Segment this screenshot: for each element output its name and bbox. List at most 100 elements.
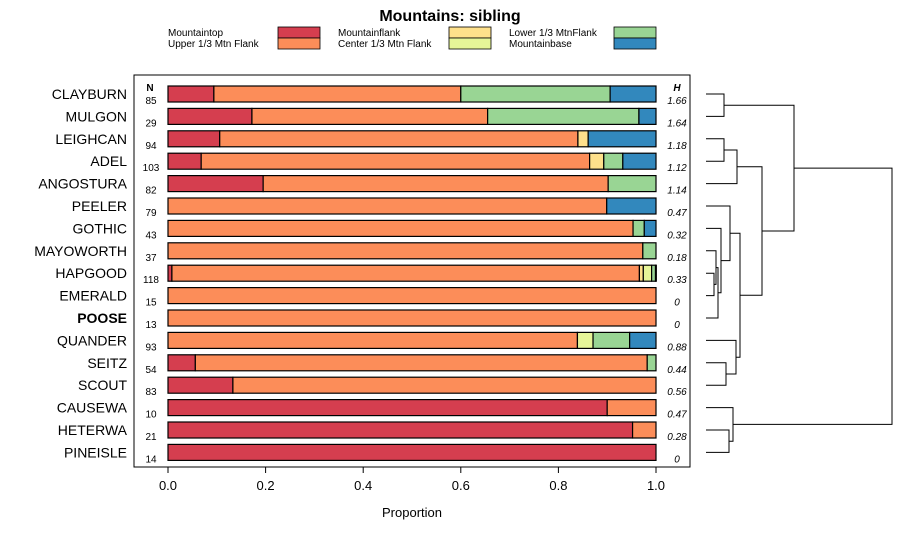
bar-segment — [194, 354, 648, 372]
dendrogram-link — [706, 149, 738, 185]
category-label: SCOUT — [78, 377, 127, 393]
bar-row: GOTHIC 43 0.32 — [73, 219, 687, 241]
h-value: 0.47 — [667, 208, 687, 219]
bar-row: EMERALD 15 0 — [59, 287, 680, 309]
bar-segment — [460, 85, 611, 103]
n-value: 21 — [145, 432, 157, 443]
bar-segment — [167, 354, 196, 372]
category-label: HAPGOOD — [55, 265, 127, 281]
h-value: 1.14 — [667, 186, 687, 197]
h-value: 0.28 — [667, 432, 687, 443]
category-label: PINEISLE — [64, 444, 127, 460]
category-label: CLAYBURN — [52, 86, 127, 102]
bar-row: SEITZ 54 0.44 — [87, 354, 687, 376]
h-value: 1.66 — [667, 96, 687, 107]
legend-label: Mountainbase — [509, 39, 572, 50]
n-value: 94 — [145, 141, 157, 152]
legend-label: Mountainflank — [338, 28, 401, 39]
legend-swatch — [277, 26, 321, 39]
n-value: 103 — [143, 163, 160, 174]
legend-swatch — [448, 37, 492, 50]
x-tick-label: 0.6 — [452, 478, 470, 493]
bar-row: HETERWA 21 0.28 — [58, 421, 687, 443]
n-value: 82 — [145, 186, 157, 197]
bar-segment — [629, 331, 657, 349]
bar-segment — [167, 152, 202, 170]
category-label: SEITZ — [87, 355, 127, 371]
bar-segment — [167, 175, 264, 193]
n-value: 37 — [145, 253, 157, 264]
bar-segment — [167, 219, 634, 237]
legend-label: Center 1/3 Mtn Flank — [338, 39, 432, 50]
n-value: 10 — [145, 410, 157, 421]
category-label: ANGOSTURA — [38, 176, 127, 192]
h-value: 0 — [674, 320, 680, 331]
category-label: HETERWA — [58, 422, 128, 438]
category-label: POOSE — [77, 310, 127, 326]
h-value: 1.12 — [667, 163, 687, 174]
h-value: 1.18 — [667, 141, 687, 152]
category-label: ADEL — [90, 153, 127, 169]
x-tick-label: 0.8 — [549, 478, 567, 493]
dendrogram-link — [730, 232, 741, 358]
h-value: 0.33 — [667, 275, 687, 286]
bar-row: PINEISLE 14 0 — [64, 443, 680, 465]
h-value: 0 — [674, 298, 680, 309]
h-value: 0.88 — [667, 342, 687, 353]
h-value: 0.44 — [667, 365, 687, 376]
bar-segment — [167, 421, 634, 439]
bar-row: ANGOSTURA 82 1.14 — [38, 175, 687, 197]
bar-row: QUANDER 93 0.88 — [57, 331, 687, 353]
bar-segment — [606, 399, 657, 417]
bar-rows: CLAYBURN 85 1.66 MULGON 29 1.64 LEIGHCAN 94 1.18… — [34, 85, 687, 465]
bar-segment — [167, 130, 221, 148]
x-axis: 0.0 0.2 0.4 0.6 0.8 1.0 — [159, 467, 665, 493]
bar-segment — [232, 376, 657, 394]
dendrogram-link — [706, 362, 727, 386]
bar-segment — [642, 264, 653, 282]
bar-segment — [167, 309, 657, 327]
bar-segment — [167, 85, 215, 103]
dendrogram-link — [733, 167, 893, 425]
bar-segment — [592, 331, 631, 349]
h-value: 0 — [674, 454, 680, 465]
bar-row: LEIGHCAN 94 1.18 — [55, 130, 687, 152]
n-value: 54 — [145, 365, 157, 376]
bar-row: PEELER 79 0.47 — [72, 197, 687, 219]
n-value: 85 — [145, 96, 157, 107]
bar-segment — [167, 399, 608, 417]
bar-row: SCOUT 83 0.56 — [78, 376, 687, 398]
n-value: 14 — [145, 454, 157, 465]
legend-swatch — [448, 26, 492, 39]
bar-segment — [631, 421, 657, 439]
bar-segment — [200, 152, 591, 170]
h-value: 0.56 — [667, 387, 687, 398]
plot-frame — [133, 74, 691, 468]
x-tick-label: 1.0 — [647, 478, 665, 493]
bar-segment — [577, 130, 589, 148]
chart-title: Mountains: sibling — [379, 8, 520, 25]
n-value: 43 — [145, 230, 157, 241]
bar-segment — [167, 197, 608, 215]
bar-segment — [167, 242, 644, 260]
bar-segment — [167, 443, 657, 461]
h-value: 1.64 — [667, 118, 687, 129]
bar-segment — [643, 219, 657, 237]
x-tick-label: 0.2 — [257, 478, 275, 493]
category-label: LEIGHCAN — [55, 131, 127, 147]
n-value: 118 — [143, 275, 159, 286]
bar-segment — [262, 175, 609, 193]
bar-segment — [603, 152, 624, 170]
dendrogram-link — [724, 104, 795, 232]
category-label: GOTHIC — [73, 220, 127, 236]
bar-segment — [167, 376, 234, 394]
bar-row: MULGON 29 1.64 — [66, 107, 687, 129]
bar-segment — [638, 107, 657, 126]
category-label: QUANDER — [57, 332, 127, 348]
bar-row: ADEL 103 1.12 — [90, 152, 687, 174]
bar-segment — [167, 107, 253, 126]
dendrogram-link — [706, 205, 731, 262]
bar-row: MAYOWORTH 37 0.18 — [34, 242, 687, 264]
bar-segment — [587, 130, 657, 148]
